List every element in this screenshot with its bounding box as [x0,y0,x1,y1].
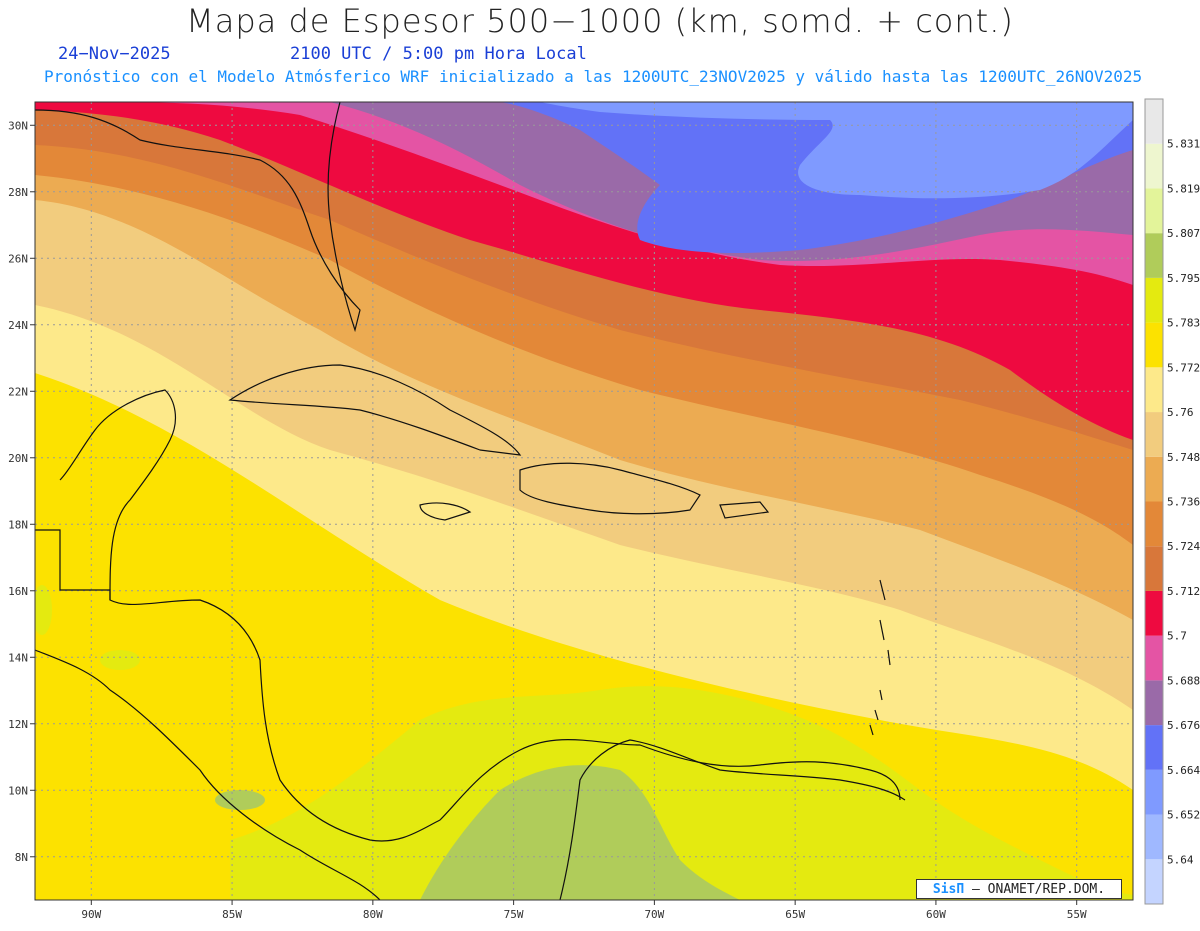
colorbar-label-5.652: 5.652 [1167,809,1200,822]
colorbar-label-5.7: 5.7 [1167,630,1187,643]
credit-org: – ONAMET/REP.DOM. [972,882,1106,897]
colorbar: 5.64 5.652 5.664 5.676 5.688 5.7 5.712 5.724 5.7… [1144,98,1200,905]
colorbar-swatch-7 [1145,546,1163,591]
lat-label-28N: 28N [8,186,28,199]
lon-label-70W: 70W [644,908,664,921]
colorbar-label-5.664: 5.664 [1167,764,1200,777]
colorbar-label-5.688: 5.688 [1167,674,1200,687]
coast-florida [35,102,361,333]
colorbar-swatch-1 [1145,814,1163,860]
band-5.795-west [35,585,52,635]
coast-south-america [559,739,906,900]
gridlines [35,102,1133,900]
lat-label-18N: 18N [8,518,28,531]
colorbar-swatch-11 [1145,367,1163,413]
lat-label-16N: 16N [8,585,28,598]
lon-label-85W: 85W [222,908,242,921]
coast-puerto-rico [719,501,770,519]
colorbar-label-5.76: 5.76 [1167,406,1194,419]
colorbar-label-5.795: 5.795 [1167,272,1200,285]
map-title: Mapa de Espesor 500−1000 (km, somd. + co… [186,2,1014,40]
colorbar-swatch-8 [1145,501,1163,547]
colorbar-swatch-4 [1145,680,1163,726]
coast-pacific [35,649,381,900]
colorbar-swatch-0 [1145,859,1163,904]
colorbar-swatch-9 [1145,456,1163,502]
band-5.807 [420,765,740,900]
coast-hispaniola [519,462,701,515]
colorbar-label-5.772: 5.772 [1167,361,1200,374]
lat-label-10N: 10N [8,784,28,797]
coast-jamaica [419,502,472,521]
colorbar-label-5.807: 5.807 [1167,227,1200,240]
coastlines [35,102,906,900]
thickness-fill-bands [35,102,1133,900]
colorbar-swatch-2 [1145,769,1163,815]
latitude-tick-labels: 8N 10N 12N 14N 16N 18N 20N 22N 24N 26N 28N 30N [8,119,35,864]
lat-label-8N: 8N [15,851,28,864]
colorbar-swatch-16 [1145,143,1163,189]
colorbar-swatch-17 [1145,99,1163,144]
colorbar-label-5.712: 5.712 [1167,585,1200,598]
lat-label-14N: 14N [8,651,28,664]
lon-label-75W: 75W [504,908,524,921]
colorbar-swatch-12 [1145,322,1163,368]
colorbar-label-5.748: 5.748 [1167,451,1200,464]
band-5.807-pacific [215,790,265,810]
colorbar-swatch-6 [1145,590,1163,636]
map-area: 8N 10N 12N 14N 16N 18N 20N 22N 24N 26N 28N 30N 90W 8… [0,95,1200,931]
lon-label-60W: 60W [926,908,946,921]
lon-label-80W: 80W [363,908,383,921]
coast-yucatan [59,389,177,601]
colorbar-label-5.724: 5.724 [1167,540,1200,553]
colorbar-label-5.831: 5.831 [1167,138,1200,151]
lat-label-24N: 24N [8,319,28,332]
lat-label-20N: 20N [8,452,28,465]
colorbar-frame [1144,98,1164,905]
band-5.795-central-america [100,650,140,670]
colorbar-swatch-3 [1145,725,1163,770]
colorbar-label-5.676: 5.676 [1167,719,1200,732]
model-subtitle: Pronóstico con el Modelo Atmósferico WRF… [44,67,1143,86]
forecast-time: 2100 UTC / 5:00 pm Hora Local [290,44,587,64]
colorbar-swatch-13 [1145,277,1163,323]
lon-label-65W: 65W [785,908,805,921]
lat-label-30N: 30N [8,119,28,132]
longitude-tick-labels: 90W 85W 80W 75W 70W 65W 60W 55W [81,900,1087,921]
plot-area: 8N 10N 12N 14N 16N 18N 20N 22N 24N 26N 28N 30N 90W 8… [8,101,1134,921]
colorbar-label-5.736: 5.736 [1167,496,1200,509]
coast-central-america [35,529,901,842]
coast-lesser-antilles [869,579,891,736]
forecast-date: 24−Nov−2025 [58,44,171,64]
lat-label-12N: 12N [8,718,28,731]
credit-box: SisΠ – ONAMET/REP.DOM. [916,879,1122,899]
colorbar-swatch-5 [1145,635,1163,681]
colorbar-swatch-10 [1145,412,1163,457]
lat-label-26N: 26N [8,252,28,265]
plot-frame [34,101,1134,901]
thickness-map: 8N 10N 12N 14N 16N 18N 20N 22N 24N 26N 28N 30N 90W 8… [8,98,1200,921]
colorbar-label-5.783: 5.783 [1167,317,1200,330]
lon-label-90W: 90W [81,908,101,921]
colorbar-label-5.819: 5.819 [1167,182,1200,195]
coast-cuba [228,364,522,456]
colorbar-label-5.64: 5.64 [1167,853,1194,866]
colorbar-swatch-15 [1145,188,1163,234]
band-5.664 [540,102,1133,199]
credit-brand: SisΠ [932,882,965,897]
lon-label-55W: 55W [1067,908,1087,921]
lat-label-22N: 22N [8,385,28,398]
colorbar-swatch-14 [1145,233,1163,278]
